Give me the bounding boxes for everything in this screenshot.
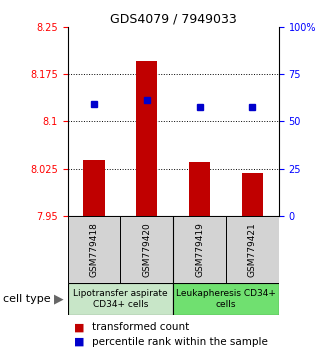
Text: Lipotransfer aspirate
CD34+ cells: Lipotransfer aspirate CD34+ cells [73, 290, 168, 309]
Bar [83, 160, 105, 216]
Text: transformed count: transformed count [92, 322, 190, 332]
Text: GSM779418: GSM779418 [89, 222, 99, 277]
Bar [173, 216, 226, 283]
Bar [136, 61, 157, 216]
Bar [68, 283, 173, 315]
Text: GSM779419: GSM779419 [195, 222, 204, 277]
Text: ■: ■ [74, 322, 85, 332]
Bar [68, 216, 120, 283]
Bar [226, 216, 279, 283]
Bar [242, 173, 263, 216]
Bar [120, 216, 173, 283]
Title: GDS4079 / 7949033: GDS4079 / 7949033 [110, 12, 237, 25]
Bar [189, 162, 210, 216]
Text: GSM779421: GSM779421 [248, 222, 257, 277]
Text: cell type: cell type [3, 294, 51, 304]
Text: Leukapheresis CD34+
cells: Leukapheresis CD34+ cells [176, 290, 276, 309]
Text: GSM779420: GSM779420 [142, 222, 151, 277]
Text: ■: ■ [74, 337, 85, 347]
Text: percentile rank within the sample: percentile rank within the sample [92, 337, 268, 347]
Bar [173, 283, 279, 315]
Text: ▶: ▶ [54, 293, 64, 306]
